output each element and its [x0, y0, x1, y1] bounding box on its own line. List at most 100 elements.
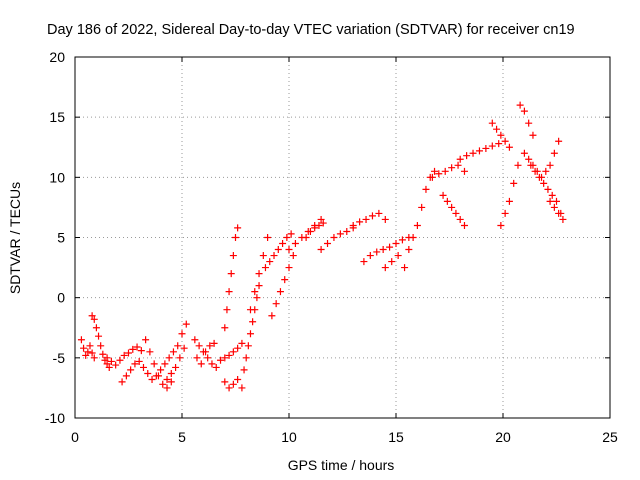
data-point [493, 125, 501, 133]
x-tick-label: 5 [178, 429, 186, 445]
data-point [315, 221, 323, 229]
data-point [217, 356, 225, 364]
data-point [291, 240, 299, 248]
data-point [221, 378, 229, 386]
series-arc-26 [456, 140, 503, 163]
data-point [255, 282, 263, 290]
data-point [405, 246, 413, 254]
data-point [90, 315, 98, 323]
data-point [225, 351, 233, 359]
data-point [401, 264, 409, 272]
data-point [229, 380, 237, 388]
data-point [439, 191, 447, 199]
data-point [266, 258, 274, 266]
data-point [249, 318, 257, 326]
data-point [163, 384, 171, 392]
y-tick-label: 10 [49, 169, 65, 185]
data-point [165, 354, 173, 362]
data-point [234, 375, 242, 383]
data-point [520, 149, 528, 157]
data-point [279, 240, 287, 248]
data-point [527, 161, 535, 169]
data-point [225, 288, 233, 296]
data-point [379, 246, 387, 254]
data-point [283, 234, 291, 241]
data-point [520, 107, 528, 115]
data-point [441, 167, 449, 175]
y-tick-label: -5 [53, 350, 66, 366]
data-point [546, 197, 554, 205]
data-point [535, 173, 543, 181]
data-point [422, 185, 430, 193]
series-arc-30 [520, 137, 563, 181]
data-point [146, 348, 154, 356]
data-point [463, 152, 471, 160]
x-axis: 0 5 10 15 20 25 [71, 57, 618, 445]
data-point [475, 147, 483, 155]
data-point [319, 219, 327, 227]
data-point [135, 357, 143, 365]
data-point [392, 240, 400, 248]
data-point [120, 351, 128, 359]
data-point [118, 378, 126, 386]
data-point [375, 209, 383, 217]
data-point [428, 173, 436, 181]
data-point [366, 252, 374, 260]
data-point [163, 375, 171, 383]
series-arc-04 [118, 357, 156, 386]
data-point [92, 324, 100, 332]
data-point [264, 234, 272, 241]
data-point [251, 288, 259, 296]
data-point [191, 336, 199, 344]
data-point [144, 369, 152, 377]
data-point [193, 354, 201, 362]
data-point [150, 360, 158, 368]
series-arc-03 [103, 343, 145, 369]
data-point [360, 258, 368, 266]
series-arc-13 [240, 282, 263, 374]
data-point [540, 179, 548, 187]
x-tick-label: 15 [388, 429, 404, 445]
data-point [176, 354, 184, 362]
x-tick-label: 10 [281, 429, 297, 445]
data-point [97, 342, 105, 350]
data-point [197, 360, 205, 368]
series-arc-19 [317, 224, 357, 254]
series-arc-24 [428, 161, 468, 181]
data-point [80, 344, 88, 352]
series-arc-05 [142, 336, 175, 392]
data-point [223, 306, 231, 314]
data-point [161, 360, 169, 368]
data-point [362, 215, 370, 223]
y-axis-label: SDTVAR / TECUs [7, 182, 23, 294]
data-point [413, 221, 421, 229]
data-point [77, 336, 85, 344]
data-point [131, 360, 139, 368]
series-arc-14 [246, 234, 272, 314]
data-point [285, 264, 293, 272]
data-point [443, 197, 451, 205]
data-point [381, 264, 389, 272]
data-point [448, 164, 456, 172]
data-point [285, 246, 293, 254]
data-point [234, 344, 242, 352]
data-point [388, 258, 396, 266]
data-point [555, 137, 563, 145]
data-point [221, 354, 229, 362]
data-point [103, 360, 111, 368]
data-point [172, 363, 180, 371]
data-point [317, 215, 325, 223]
series-arc-15 [261, 230, 295, 272]
data-point [105, 363, 113, 371]
data-point [497, 131, 505, 139]
data-point [550, 203, 558, 211]
x-tick-label: 25 [602, 429, 618, 445]
data-point [456, 215, 464, 223]
data-point [139, 363, 147, 371]
data-points [77, 101, 567, 392]
data-point [242, 354, 250, 362]
data-point [550, 149, 558, 157]
y-axis: -10 -5 0 5 10 15 20 [45, 49, 610, 426]
data-point [525, 155, 533, 163]
series-arc-21 [360, 234, 413, 266]
